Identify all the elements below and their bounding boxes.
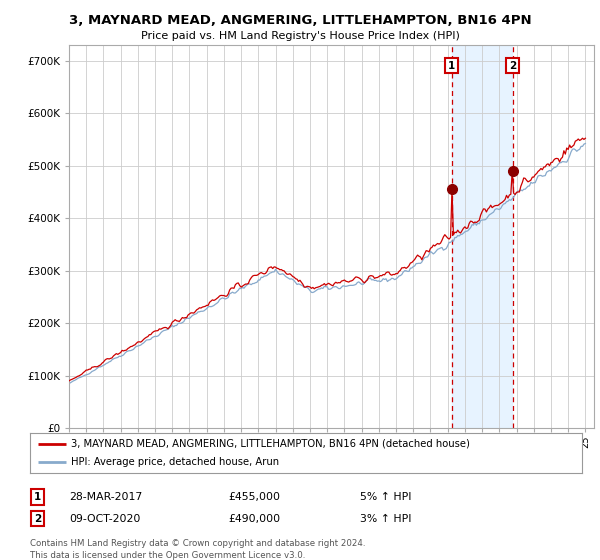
Text: 1: 1 xyxy=(448,61,455,71)
Text: HPI: Average price, detached house, Arun: HPI: Average price, detached house, Arun xyxy=(71,458,280,467)
Text: 1: 1 xyxy=(34,492,41,502)
Text: Price paid vs. HM Land Registry's House Price Index (HPI): Price paid vs. HM Land Registry's House … xyxy=(140,31,460,41)
Text: Contains HM Land Registry data © Crown copyright and database right 2024.
This d: Contains HM Land Registry data © Crown c… xyxy=(30,539,365,560)
Text: 3, MAYNARD MEAD, ANGMERING, LITTLEHAMPTON, BN16 4PN: 3, MAYNARD MEAD, ANGMERING, LITTLEHAMPTO… xyxy=(68,14,532,27)
Text: 09-OCT-2020: 09-OCT-2020 xyxy=(69,514,140,524)
Text: £490,000: £490,000 xyxy=(228,514,280,524)
Text: 3% ↑ HPI: 3% ↑ HPI xyxy=(360,514,412,524)
Text: £455,000: £455,000 xyxy=(228,492,280,502)
Text: 28-MAR-2017: 28-MAR-2017 xyxy=(69,492,142,502)
Text: 2: 2 xyxy=(34,514,41,524)
Text: 2: 2 xyxy=(509,61,516,71)
Text: 5% ↑ HPI: 5% ↑ HPI xyxy=(360,492,412,502)
Text: 3, MAYNARD MEAD, ANGMERING, LITTLEHAMPTON, BN16 4PN (detached house): 3, MAYNARD MEAD, ANGMERING, LITTLEHAMPTO… xyxy=(71,439,470,449)
